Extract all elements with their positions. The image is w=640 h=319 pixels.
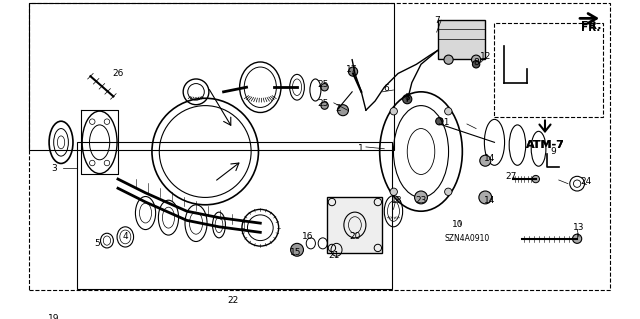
Text: 2: 2 [335,104,341,113]
Text: FR.: FR. [581,23,600,33]
Text: 6: 6 [383,84,389,93]
Text: 25: 25 [317,99,328,108]
Circle shape [321,102,328,109]
Text: 17: 17 [346,65,358,74]
Circle shape [479,191,492,204]
Text: 24: 24 [580,177,592,186]
Text: SZN4A0910: SZN4A0910 [444,234,490,243]
Text: 7: 7 [435,16,440,25]
Text: 8: 8 [404,93,410,102]
Text: 10: 10 [452,220,463,229]
Text: 9: 9 [550,147,556,156]
Circle shape [444,55,453,64]
Text: 5: 5 [94,239,100,248]
Circle shape [480,155,491,166]
Text: ATM-7: ATM-7 [525,140,564,150]
Bar [327,197,383,253]
Text: FR.: FR. [580,21,601,31]
Circle shape [403,95,412,104]
Text: 15: 15 [289,248,301,257]
Circle shape [436,117,443,125]
Text: 16: 16 [302,233,314,241]
Text: 4: 4 [122,233,128,241]
Text: 1: 1 [358,144,364,153]
Circle shape [390,188,397,196]
Circle shape [532,175,540,183]
Text: 26: 26 [112,69,124,78]
Text: 20: 20 [349,233,360,241]
Text: 14: 14 [484,196,495,205]
Circle shape [415,191,428,204]
Ellipse shape [291,243,303,256]
Text: 3: 3 [51,164,56,173]
Text: 8: 8 [473,58,479,67]
Circle shape [348,67,358,76]
Circle shape [445,188,452,196]
Bar [495,23,603,117]
Bar [29,3,394,150]
Text: 21: 21 [328,251,339,260]
Bar [77,142,392,289]
Text: 12: 12 [479,52,491,62]
Text: 18: 18 [390,196,402,205]
Text: 11: 11 [439,118,451,127]
Bar [438,20,485,59]
Text: 23: 23 [415,196,427,205]
Circle shape [337,105,348,116]
Text: 13: 13 [573,223,585,232]
Text: 14: 14 [484,154,495,163]
Circle shape [573,234,582,243]
Text: ATM-7: ATM-7 [525,140,564,150]
Text: 22: 22 [227,296,238,305]
Text: 27: 27 [506,172,516,181]
Text: 19: 19 [48,314,60,319]
Circle shape [472,61,480,68]
Circle shape [321,84,328,91]
Circle shape [445,108,452,115]
Circle shape [390,108,397,115]
Text: 25: 25 [317,80,328,89]
Circle shape [472,55,481,64]
